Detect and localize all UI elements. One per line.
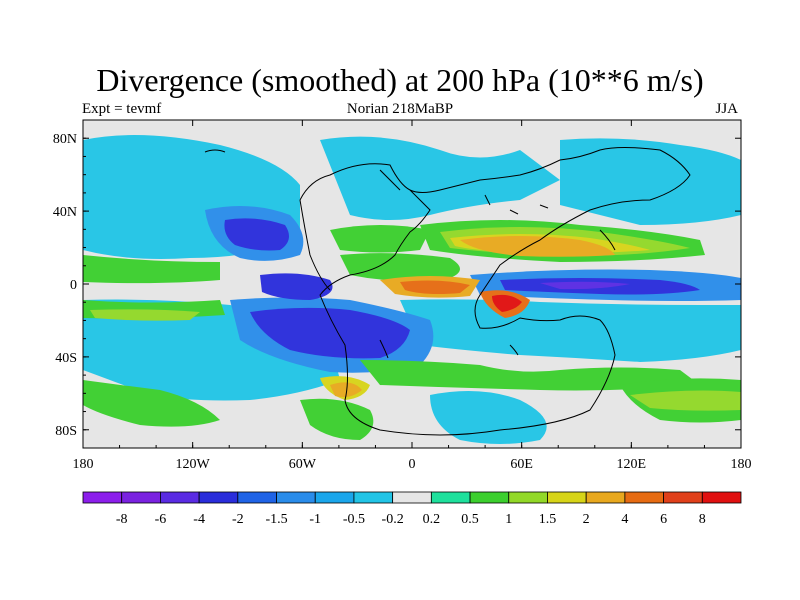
colorbar-swatch	[547, 491, 587, 504]
colorbar-swatch	[276, 491, 316, 504]
x-tick-label: 60E	[510, 457, 533, 472]
season-label: JJA	[715, 101, 738, 117]
x-tick-label: 180	[731, 457, 752, 472]
colorbar-label: 2	[583, 512, 590, 527]
divergence-contours-strong-negative	[224, 218, 700, 359]
colorbar-label: 6	[660, 512, 667, 527]
coastlines	[204, 147, 691, 436]
colorbar-label: -6	[155, 512, 167, 527]
colorbar-label: -0.5	[343, 512, 365, 527]
period-label: Norian 218MaBP	[346, 101, 454, 117]
colorbar-label: 8	[699, 512, 706, 527]
colorbar-label: -1.5	[265, 512, 287, 527]
divergence-contours-extreme-positive	[492, 294, 522, 312]
colorbar-label: -8	[116, 512, 128, 527]
colorbar-label: 4	[621, 512, 628, 527]
colorbar-swatch	[663, 491, 703, 504]
y-axis: 80N 40N 0 40S 80S	[53, 119, 741, 449]
colorbar-swatch	[430, 491, 471, 504]
colorbar-swatch	[160, 491, 200, 504]
colorbar-swatch	[237, 491, 277, 504]
y-tick-label: 40S	[55, 351, 77, 366]
colorbar-swatch	[198, 491, 239, 504]
x-axis: 180 120W 60W 0 60E 120E 180	[73, 120, 752, 472]
x-tick-label: 60W	[289, 457, 317, 472]
colorbar-label: 0.2	[423, 512, 441, 527]
x-tick-label: 0	[409, 457, 416, 472]
colorbar-swatch	[392, 491, 432, 504]
colorbar-label: 1.5	[539, 512, 557, 527]
colorbar-label: 1	[505, 512, 512, 527]
colorbar-label: -1	[309, 512, 321, 527]
smoothing-overlay	[83, 120, 741, 448]
colorbar: -8 -6 -4 -2 -1.5 -1 -0.5 -0.2 0.2 0.5 1 1.5 2 4 6 8	[82, 491, 742, 527]
x-tick-label: 180	[73, 457, 94, 472]
colorbar-swatch	[353, 491, 394, 504]
experiment-label: Expt = tevmf	[82, 101, 162, 117]
chart-title: Divergence (smoothed) at 200 hPa (10**6 …	[96, 62, 704, 98]
y-tick-label: 80N	[53, 132, 77, 147]
x-tick-label: 120W	[176, 457, 211, 472]
colorbar-label: 0.5	[461, 512, 479, 527]
colorbar-swatch	[624, 491, 664, 504]
y-tick-label: 40N	[53, 205, 77, 220]
colorbar-label: -0.2	[382, 512, 404, 527]
colorbar-swatch	[469, 491, 510, 504]
colorbar-swatch	[314, 491, 355, 504]
colorbar-swatch	[82, 491, 123, 504]
colorbar-swatch	[585, 491, 626, 504]
x-tick-label: 120E	[617, 457, 647, 472]
colorbar-swatch	[508, 491, 548, 504]
colorbar-swatch	[701, 491, 742, 504]
colorbar-label: -2	[232, 512, 244, 527]
y-tick-label: 80S	[55, 424, 77, 439]
divergence-contours-extreme-negative	[540, 281, 630, 290]
colorbar-swatch	[121, 491, 161, 504]
y-tick-label: 0	[70, 278, 77, 293]
colorbar-label: -4	[193, 512, 205, 527]
